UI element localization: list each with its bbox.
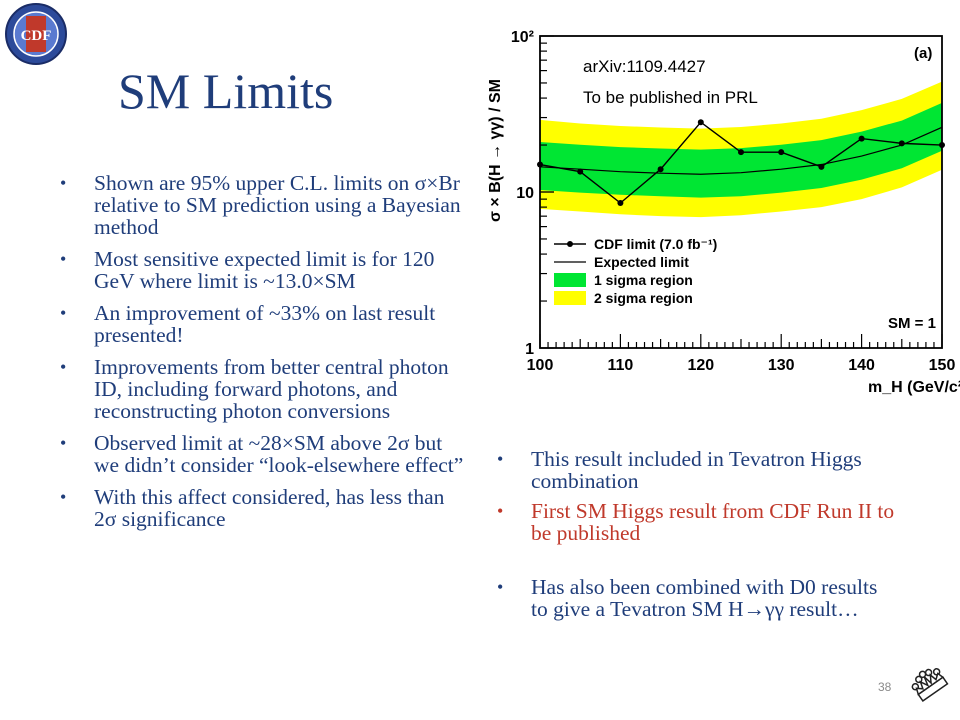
- legend-label: 2 sigma region: [594, 290, 693, 306]
- bullet-item: Improvements from better central photon …: [60, 356, 470, 422]
- chart-annotation-prl: To be published in PRL: [583, 88, 758, 107]
- y-tick-label: 10: [516, 185, 534, 202]
- legend-label: 1 sigma region: [594, 272, 693, 288]
- slide-title: SM Limits: [118, 63, 334, 119]
- observed-limit-point: [697, 119, 704, 126]
- expected-limit-line: [539, 126, 943, 175]
- observed-limit-point: [617, 200, 624, 207]
- observed-limit-point: [577, 168, 584, 175]
- observed-limit-point: [778, 149, 785, 156]
- legend-point-swatch: [567, 241, 573, 247]
- observed-limit-point: [818, 163, 825, 170]
- page-number: 38: [878, 680, 892, 694]
- observed-limit-point: [858, 135, 865, 142]
- x-tick-label: 130: [768, 357, 795, 374]
- x-tick-label: 100: [527, 357, 554, 374]
- y-tick-label: 1: [525, 341, 534, 358]
- bullet-item: Observed limit at ~28×SM above 2σ but we…: [60, 432, 470, 476]
- y-tick-label: 10²: [511, 29, 534, 46]
- chart-legend: CDF limit (7.0 fb⁻¹) Expected limit 1 sigm…: [554, 236, 717, 306]
- x-tick-label: 140: [848, 357, 875, 374]
- logo-text: CDF: [21, 28, 52, 44]
- bullet-item: This result included in Tevatron Higgs c…: [497, 448, 897, 492]
- y-axis-label: σ × B(H → γγ) / SM: [487, 79, 504, 222]
- bullet-item: With this affect considered, has less th…: [60, 486, 470, 530]
- bullet-item: Most sensitive expected limit is for 120…: [60, 248, 470, 292]
- legend-fill-swatch: [554, 291, 586, 305]
- crown-icon: [905, 660, 955, 710]
- right-bullet-list: This result included in Tevatron Higgs c…: [497, 448, 897, 628]
- left-bullet-list: Shown are 95% upper C.L. limits on σ×Br …: [60, 172, 470, 540]
- x-tick-label: 150: [929, 357, 956, 374]
- sm-reference-label: SM = 1: [888, 315, 936, 332]
- observed-limit-point: [657, 166, 664, 173]
- x-tick-label: 120: [687, 357, 714, 374]
- higgs-limit-chart: 100 110 120 130 140 150 1 10 10² arXiv:1109.4427…: [476, 22, 960, 410]
- x-tick-label: 110: [607, 357, 633, 374]
- observed-limit-point: [738, 149, 744, 156]
- legend-label: CDF limit (7.0 fb⁻¹): [594, 236, 717, 252]
- legend-label: Expected limit: [594, 254, 689, 270]
- legend-fill-swatch: [554, 273, 586, 287]
- bullet-item: Has also been combined with D0 results t…: [497, 576, 897, 620]
- chart-annotation-arxiv: arXiv:1109.4427: [583, 57, 706, 76]
- bullet-item: An improvement of ~33% on last result pr…: [60, 302, 470, 346]
- bullet-item: Shown are 95% upper C.L. limits on σ×Br …: [60, 172, 470, 238]
- bullet-item-highlight: First SM Higgs result from CDF Run II to…: [497, 500, 897, 544]
- cdf-logo: CDF: [4, 2, 68, 66]
- panel-label: (a): [914, 45, 932, 62]
- x-axis-label: m_H (GeV/c²): [868, 379, 960, 396]
